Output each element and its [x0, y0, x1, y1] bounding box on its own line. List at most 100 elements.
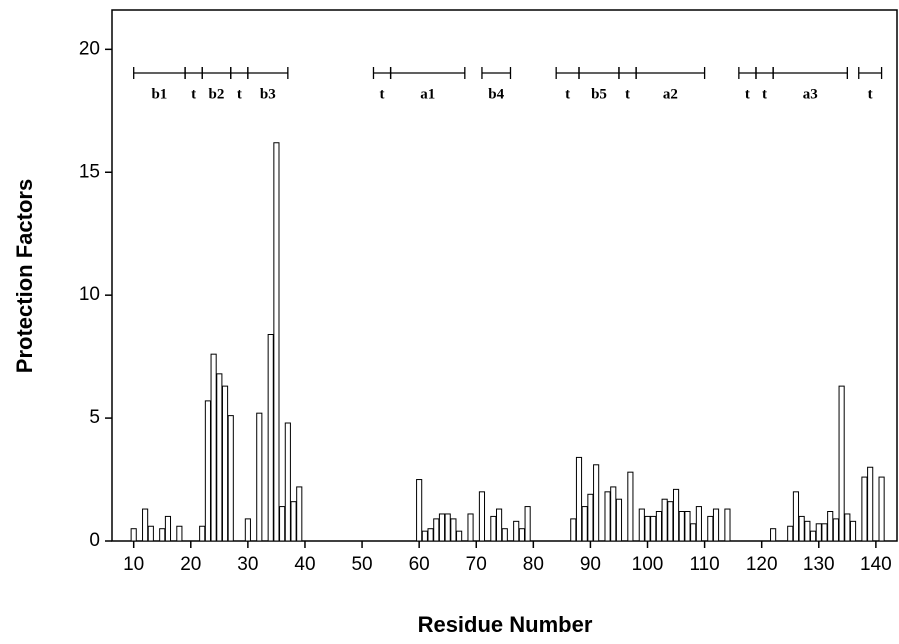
- structure-label: t: [380, 86, 385, 102]
- bar: [821, 523, 828, 542]
- structure-label: t: [191, 86, 196, 102]
- bar: [615, 498, 623, 542]
- bar: [690, 523, 697, 542]
- bar: [421, 530, 428, 542]
- structure-label: a2: [663, 86, 678, 102]
- bar: [627, 471, 634, 542]
- bar: [221, 385, 229, 542]
- bar: [216, 373, 223, 542]
- structure-label: a3: [803, 86, 818, 102]
- bar: [438, 513, 446, 542]
- bar: [267, 334, 274, 542]
- bar: [827, 511, 834, 542]
- bar: [661, 498, 668, 542]
- x-tick-label: 120: [746, 554, 778, 575]
- bar: [610, 486, 617, 542]
- bar: [650, 515, 657, 542]
- bar: [478, 491, 486, 542]
- y-tick-label: 15: [79, 161, 100, 182]
- x-tick-label: 110: [689, 554, 719, 575]
- bar: [787, 525, 794, 542]
- bar: [142, 508, 149, 542]
- bar: [501, 528, 508, 542]
- x-tick-label: 80: [523, 554, 544, 575]
- bar: [456, 530, 463, 542]
- structure-label: b2: [209, 86, 225, 102]
- y-tick-label: 0: [89, 530, 100, 551]
- bar: [570, 518, 577, 542]
- bar: [593, 464, 600, 542]
- bar: [792, 491, 800, 542]
- bar: [164, 515, 172, 542]
- bar: [290, 501, 297, 542]
- bar: [810, 530, 817, 542]
- bar: [575, 456, 583, 542]
- bar: [284, 422, 291, 542]
- bar: [496, 508, 503, 542]
- x-tick-label: 100: [632, 554, 664, 575]
- x-tick-label: 130: [803, 554, 835, 575]
- y-tick-label: 10: [79, 284, 100, 305]
- bar: [644, 515, 651, 542]
- structure-label: t: [745, 86, 750, 102]
- bar: [490, 515, 497, 542]
- bar: [770, 528, 777, 542]
- x-tick-label: 20: [180, 554, 201, 575]
- structure-label: t: [625, 86, 630, 102]
- x-tick-label: 30: [237, 554, 258, 575]
- structure-label: b5: [591, 86, 607, 102]
- x-axis-label: Residue Number: [418, 612, 593, 637]
- bar: [279, 506, 286, 542]
- bar: [707, 515, 714, 542]
- bar: [416, 479, 423, 542]
- bar: [296, 486, 303, 542]
- bar: [450, 518, 457, 542]
- bar: [861, 476, 868, 542]
- bar: [433, 518, 440, 542]
- structure-label: a1: [420, 86, 435, 102]
- bar: [844, 513, 851, 542]
- bar: [256, 412, 263, 542]
- bar: [427, 528, 434, 542]
- bar: [199, 525, 206, 542]
- structure-label: t: [868, 86, 873, 102]
- bar: [176, 525, 183, 542]
- bar: [878, 476, 885, 542]
- structure-label: t: [762, 86, 767, 102]
- structure-label: b4: [488, 86, 504, 102]
- bar: [210, 353, 217, 542]
- bar: [638, 508, 645, 542]
- bar: [604, 491, 611, 542]
- bar: [672, 488, 680, 542]
- x-tick-label: 60: [409, 554, 430, 575]
- bar: [130, 528, 137, 542]
- x-tick-label: 140: [860, 554, 892, 575]
- bar: [581, 506, 588, 542]
- structure-label: t: [237, 86, 242, 102]
- y-tick-label: 5: [89, 407, 100, 428]
- bar: [804, 520, 811, 542]
- bar: [147, 525, 154, 542]
- bar: [684, 511, 691, 542]
- x-tick-label: 70: [466, 554, 487, 575]
- bar: [444, 513, 451, 542]
- bar: [712, 508, 720, 542]
- bar: [838, 385, 845, 542]
- bar: [513, 520, 520, 542]
- bar: [832, 518, 839, 542]
- bar: [867, 466, 874, 542]
- bar: [227, 415, 234, 542]
- bar: [587, 493, 594, 542]
- bar: [244, 518, 251, 542]
- structure-label: t: [565, 86, 570, 102]
- bar: [655, 511, 662, 542]
- x-tick-label: 50: [351, 554, 372, 575]
- bar: [798, 515, 805, 542]
- bar: [849, 520, 857, 542]
- bar: [667, 501, 674, 542]
- y-tick-label: 20: [79, 38, 100, 59]
- bar: [467, 513, 474, 542]
- bar: [678, 511, 685, 542]
- bar: [159, 528, 166, 542]
